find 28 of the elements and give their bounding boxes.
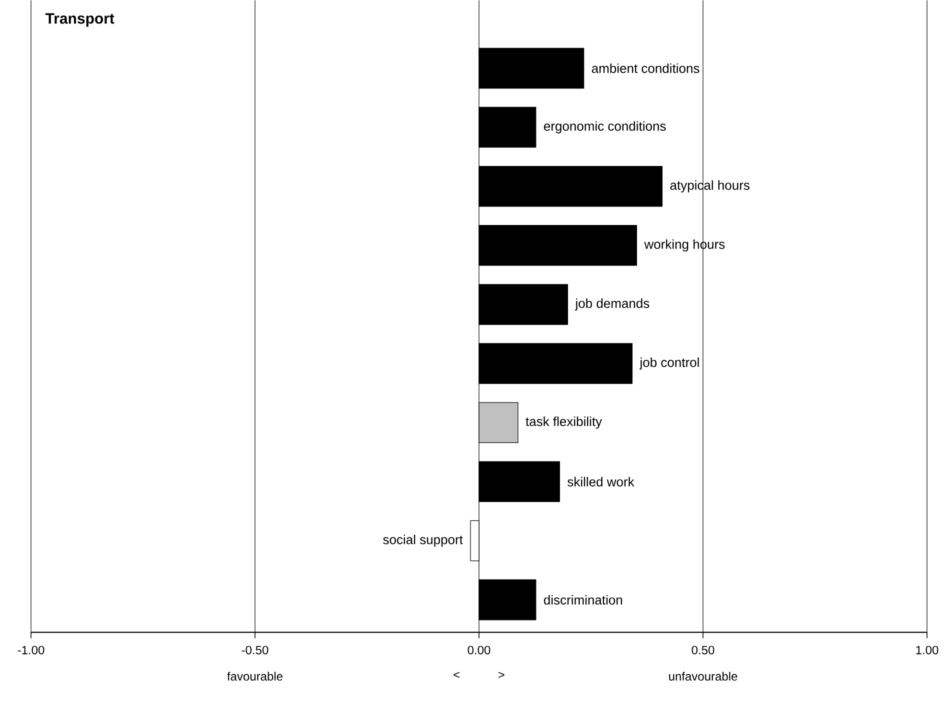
text: Transport [45, 13, 114, 27]
bar [478, 284, 568, 325]
bar [478, 579, 536, 620]
x-tick-label: -1.00 [18, 646, 44, 654]
y-tick-label: social support [383, 534, 463, 547]
text: < [454, 672, 460, 678]
y-tick-label: ergonomic conditions [544, 121, 666, 134]
bar [478, 48, 584, 88]
bar [478, 402, 518, 443]
y-tick-label: task flexibility [526, 416, 602, 429]
bar [470, 520, 480, 561]
bar [478, 224, 637, 266]
x-tick-label: 0.50 [692, 646, 714, 654]
y-tick-label: job demands [574, 298, 650, 310]
x-tick-label: -0.50 [242, 646, 268, 654]
y-tick-label: skilled work [568, 476, 634, 486]
bar [478, 106, 536, 148]
text: favourable [227, 672, 282, 680]
bar [478, 166, 663, 207]
text: unfavourable [669, 672, 738, 680]
bar [478, 343, 633, 384]
x-tick-label: 0.00 [468, 646, 490, 654]
bar [478, 461, 560, 502]
text: > [498, 672, 504, 678]
y-tick-label: ambient conditions [592, 63, 700, 73]
y-tick-label: discrimination [544, 594, 622, 604]
x-tick-label: 1.00 [916, 646, 938, 654]
y-tick-label: job control [639, 357, 699, 370]
